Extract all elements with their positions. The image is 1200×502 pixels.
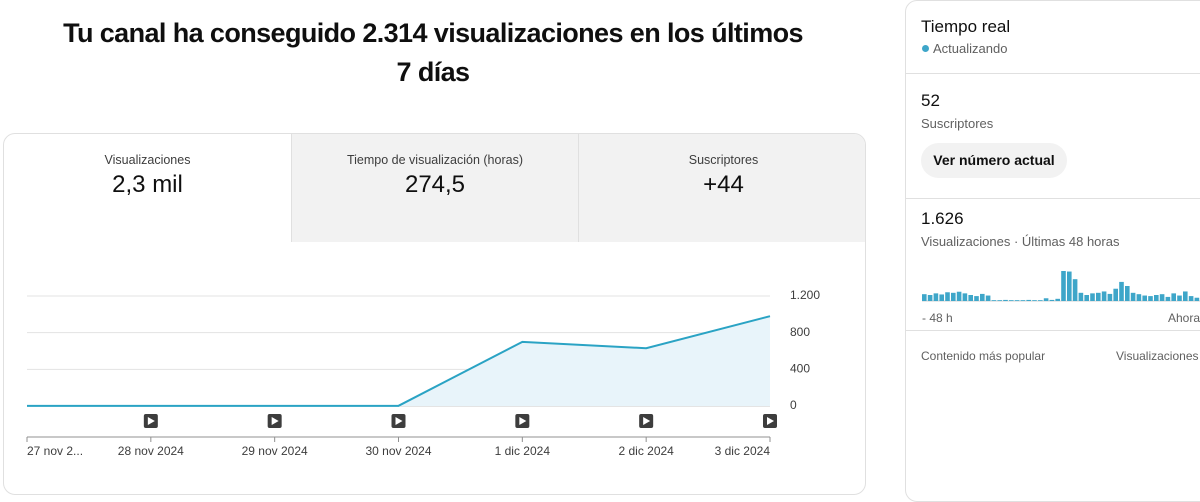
bar: [945, 292, 950, 301]
page-title: Tu canal ha conseguido 2.314 visualizaci…: [63, 18, 803, 87]
bar: [1154, 295, 1159, 301]
popular-label: Contenido más popular: [921, 349, 1046, 363]
bar: [1055, 298, 1060, 301]
divider: [905, 330, 1200, 331]
bar: [1061, 271, 1066, 301]
subscriber-label: Suscriptores: [921, 116, 994, 131]
bar: [1148, 296, 1153, 301]
play-icon: [767, 417, 774, 425]
tab[interactable]: Tiempo de visualización (horas) 274,5: [291, 134, 578, 242]
tab-value: 2,3 mil: [112, 171, 183, 198]
bar: [1049, 299, 1055, 301]
x-tick-label: 1 dic 2024: [495, 444, 551, 458]
bar: [1136, 294, 1142, 301]
bar: [927, 295, 933, 301]
subscriber-count: 52: [921, 91, 940, 110]
bar: [962, 293, 968, 301]
bar: [933, 293, 939, 301]
bar: [1032, 300, 1037, 301]
bar: [1183, 291, 1188, 301]
bar: [1142, 295, 1147, 301]
tab[interactable]: Visualizaciones 2,3 mil: [4, 134, 291, 242]
bar: [1130, 292, 1136, 301]
bar: [1101, 291, 1107, 301]
bar: [939, 294, 944, 301]
bar: [1113, 288, 1118, 301]
divider: [905, 198, 1200, 199]
bar: [922, 294, 927, 301]
y-tick-label: 800: [790, 325, 810, 339]
x-tick-label: 3 dic 2024: [715, 444, 771, 458]
x-tick-label: 29 nov 2024: [242, 444, 308, 458]
bar: [1125, 286, 1130, 301]
start-label: - 48 h: [922, 311, 953, 325]
y-tick-label: 1.200: [790, 288, 820, 302]
play-icon: [147, 417, 155, 425]
bar: [1078, 292, 1084, 301]
bar: [1026, 299, 1031, 301]
bar: [1043, 298, 1049, 301]
bar: [1177, 295, 1182, 301]
bar: [1020, 300, 1026, 301]
tab-label: Visualizaciones: [104, 153, 191, 167]
show-count-button[interactable]: Ver número actual: [921, 143, 1067, 178]
bar: [1107, 293, 1113, 301]
bar: [956, 291, 962, 301]
bar: [1194, 297, 1200, 301]
bar: [1188, 296, 1194, 301]
bar: [1090, 293, 1095, 301]
charts: 0 400 800 1.200 27 nov 2... 28 nov 2024 29 nov…: [26, 271, 1200, 458]
realtime-title: Tiempo real: [921, 17, 1011, 36]
bar: [985, 295, 991, 301]
bar: [1072, 279, 1078, 301]
bar: [1171, 293, 1176, 301]
tab-value: 274,5: [404, 171, 466, 198]
bar: [1014, 300, 1020, 301]
bar: [968, 295, 973, 301]
tab[interactable]: Suscriptores +44: [578, 134, 865, 242]
area: [27, 316, 770, 406]
divider: [905, 73, 1200, 74]
bar: [980, 293, 985, 301]
status: Actualizando: [933, 41, 1008, 56]
end-label: Ahora: [1168, 311, 1200, 325]
bar: [1119, 281, 1124, 301]
x-tick-label: 2 dic 2024: [618, 444, 674, 458]
popular-column: Visualizaciones: [1116, 349, 1199, 363]
bar: [997, 300, 1002, 301]
play-icon: [395, 417, 403, 425]
bar: [1003, 299, 1008, 301]
bar: [1096, 292, 1101, 301]
bar: [991, 300, 997, 301]
tab-value: +44: [703, 171, 744, 198]
bar: [1159, 294, 1165, 301]
bar: [1084, 295, 1089, 301]
play-icon: [643, 417, 651, 425]
x-tick-label: 27 nov 2...: [27, 444, 83, 458]
bar: [1067, 271, 1072, 301]
y-tick-label: 400: [790, 362, 810, 376]
views-count: 1.626: [921, 209, 964, 228]
tab-label: Tiempo de visualización (horas): [346, 153, 523, 167]
bar: [951, 292, 956, 301]
play-icon: [519, 417, 527, 425]
bar: [1165, 296, 1171, 301]
page: Tu canal ha conseguido 2.314 visualizaci…: [3, 0, 1200, 502]
tab-label: Suscriptores: [688, 153, 759, 167]
x-tick-label: 28 nov 2024: [118, 444, 184, 458]
x-tick-label: 30 nov 2024: [365, 444, 431, 458]
y-tick-label: 0: [790, 398, 797, 412]
views-label: Visualizaciones · Últimas 48 horas: [921, 234, 1120, 249]
bar: [974, 296, 979, 301]
line: [27, 315, 771, 407]
bar: [1038, 300, 1043, 301]
status-dot: [922, 45, 929, 52]
analytics-card: Visualizaciones 2,3 mil Tiempo de visuali…: [3, 133, 866, 495]
play-icon: [271, 417, 279, 425]
bar: [1009, 300, 1014, 301]
